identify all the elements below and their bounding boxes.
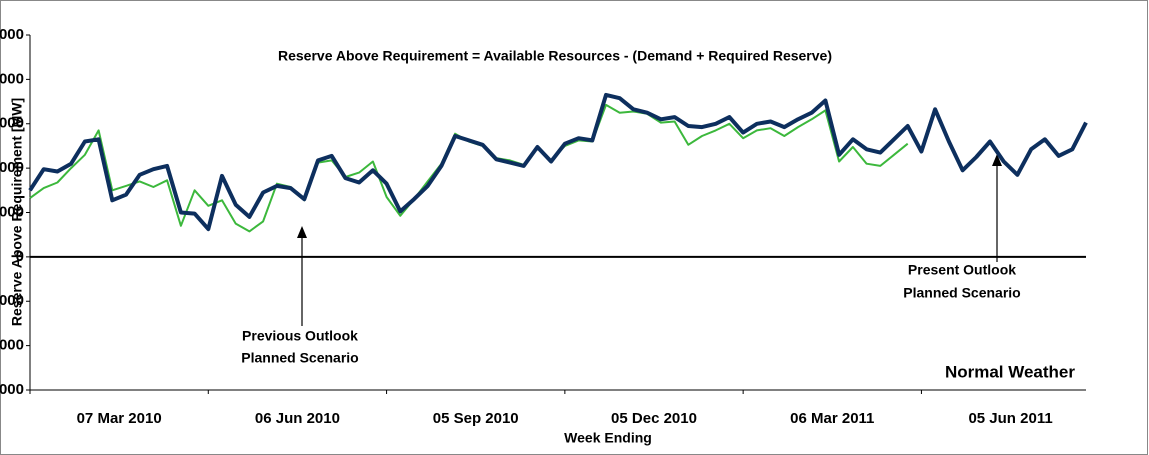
x-tick-label: 05 Sep 2010 xyxy=(433,410,519,427)
y-tick-label: 4,000 xyxy=(0,159,24,176)
y-tick-label: -4,000 xyxy=(0,337,24,354)
y-tick-label: 6,000 xyxy=(0,115,24,132)
series-line xyxy=(28,92,1088,232)
x-tick-label: 06 Jun 2010 xyxy=(255,410,340,427)
arrows xyxy=(297,154,1002,326)
annotation: Planned Scenario xyxy=(241,350,358,366)
y-tick-label: 2,000 xyxy=(0,203,24,220)
annotation: Normal Weather xyxy=(945,362,1075,381)
annotation: Present Outlook xyxy=(908,262,1016,278)
x-tick-label: 05 Dec 2010 xyxy=(611,410,697,427)
arrow-head xyxy=(297,226,307,238)
x-tick-label: 05 Jun 2011 xyxy=(968,410,1052,427)
annotation: Planned Scenario xyxy=(903,285,1020,301)
y-tick-label: 10,000 xyxy=(0,26,24,43)
x-tick-label: 06 Mar 2011 xyxy=(790,410,874,427)
arrow-head xyxy=(992,154,1002,166)
y-tick-label: -6,000 xyxy=(0,381,24,398)
annotation: Previous Outlook xyxy=(242,328,358,344)
y-axis-title: Reserve Above Requirement [MW] xyxy=(9,98,25,326)
x-axis-title: Week Ending xyxy=(564,430,652,446)
y-tick-label: 0 xyxy=(16,248,24,265)
y-tick-label: 8,000 xyxy=(0,70,24,87)
x-tick-label: 07 Mar 2010 xyxy=(77,410,162,427)
chart-title: Reserve Above Requirement = Available Re… xyxy=(278,48,832,64)
y-tick-label: -2,000 xyxy=(0,292,24,309)
